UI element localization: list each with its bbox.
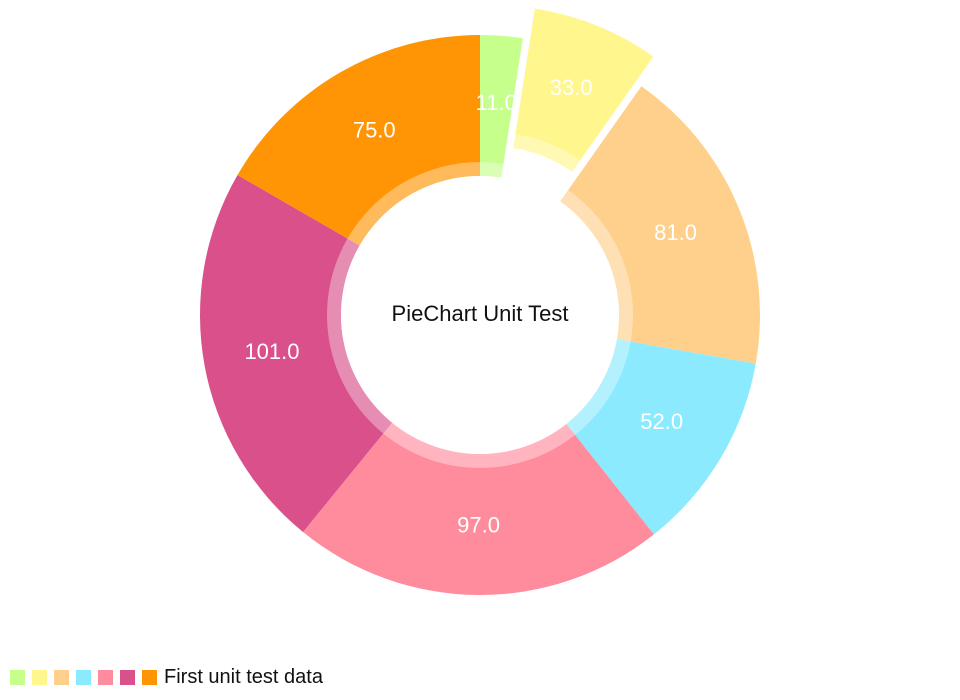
labels-layer: 11.0 33.0 81.0 52.0 97.0 101.0 75.0 [244, 75, 697, 537]
pie-slice-ring-4 [383, 422, 576, 468]
slice-value-label-0: 11.0 [476, 90, 517, 115]
slice-value-label-4: 97.0 [457, 512, 500, 537]
slices-layer [199, 8, 760, 595]
pie-chart: 11.0 33.0 81.0 52.0 97.0 101.0 75.0 PieChart U… [199, 8, 760, 595]
legend-label: First unit test data [164, 665, 323, 688]
slice-value-label-3: 52.0 [640, 409, 683, 434]
legend-swatch-5 [120, 669, 135, 685]
slice-value-label-1: 33.0 [550, 75, 593, 100]
pie-slice-4[interactable] [303, 422, 654, 595]
pie-chart-svg: 11.0 33.0 81.0 52.0 97.0 101.0 75.0 PieChart U… [199, 8, 760, 595]
center-hole [341, 176, 619, 454]
legend-swatch-3 [76, 669, 91, 685]
pie-slice-ring-3 [566, 339, 631, 435]
pie-slice-2[interactable] [560, 86, 760, 364]
center-text: PieChart Unit Test [392, 301, 569, 326]
pie-slice-ring-1 [513, 134, 581, 172]
pie-slice-3[interactable] [566, 339, 756, 535]
slice-value-label-5: 101.0 [244, 339, 299, 364]
inner-translucent-ring [326, 134, 633, 468]
slice-value-label-6: 75.0 [353, 118, 396, 143]
pie-slice-5[interactable] [199, 175, 393, 532]
pie-slice-ring-2 [560, 189, 633, 342]
legend-swatch-6 [142, 669, 157, 685]
legend-swatch-4 [98, 669, 113, 685]
legend-swatch-1 [32, 669, 47, 685]
pie-slice-0[interactable] [480, 35, 523, 178]
legend-swatch-2 [54, 669, 69, 685]
pie-slice-ring-5 [326, 238, 393, 434]
legend: First unit test data [10, 664, 323, 690]
legend-swatches [10, 669, 164, 685]
pie-slice-1[interactable] [513, 8, 654, 172]
pie-slice-6[interactable] [237, 35, 480, 246]
pie-slice-ring-0 [480, 162, 504, 178]
pie-slice-ring-6 [347, 162, 480, 246]
legend-swatch-0 [10, 669, 25, 685]
slice-value-label-2: 81.0 [654, 220, 697, 245]
